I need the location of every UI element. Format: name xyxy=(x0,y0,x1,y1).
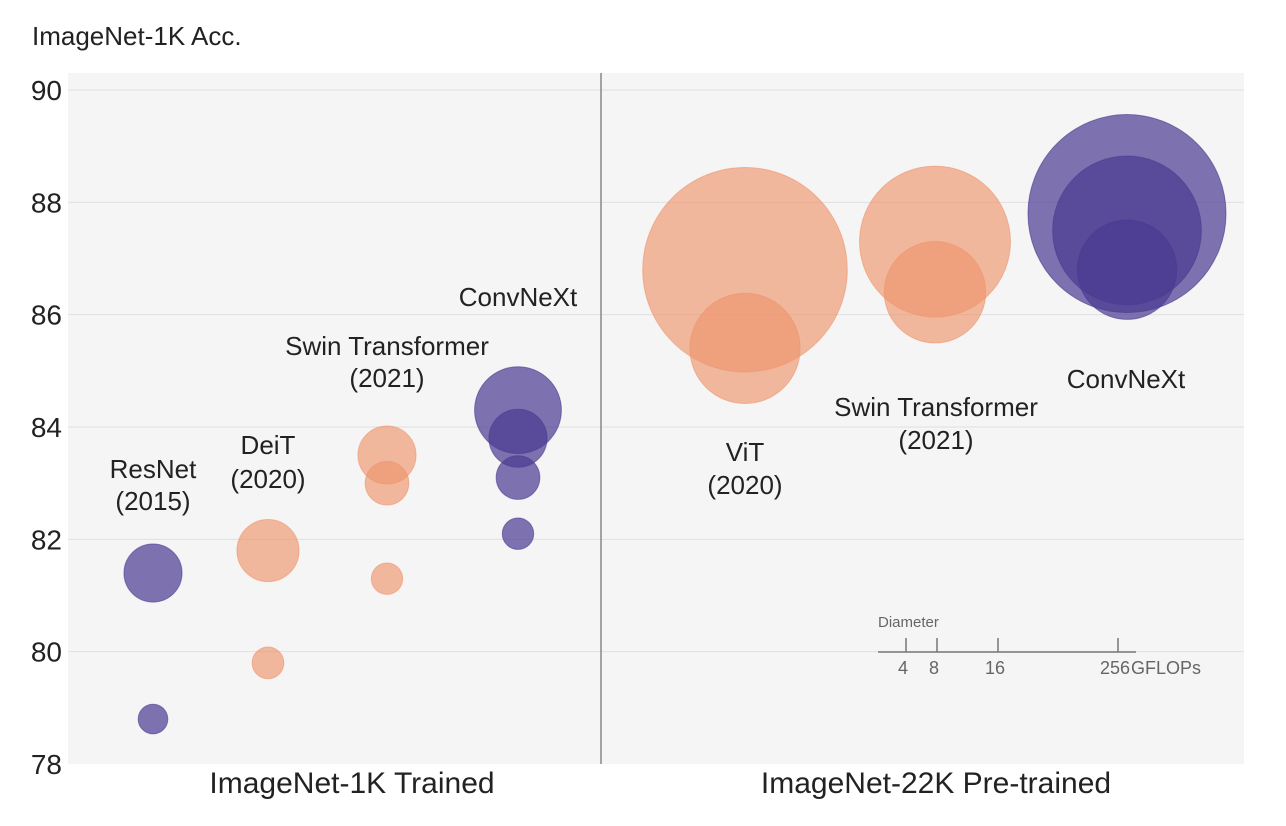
y-tick-label: 84 xyxy=(31,412,62,443)
size-legend-title: Diameter xyxy=(878,614,939,631)
y-tick-label: 80 xyxy=(31,637,62,668)
size-legend-unit: GFLOPs xyxy=(1131,658,1201,678)
size-legend-tick-label: 8 xyxy=(929,658,939,678)
bubble-swin-transformer xyxy=(370,562,404,595)
group-year: (2020) xyxy=(707,470,782,500)
panel-label: ImageNet-22K Pre-trained xyxy=(761,767,1111,800)
bubble-convnext xyxy=(495,455,541,500)
y-tick-label: 82 xyxy=(31,524,62,555)
y-axis-label: ImageNet-1K Acc. xyxy=(32,21,242,51)
group-label: ResNet xyxy=(110,454,197,484)
bubble-convnext xyxy=(501,517,535,550)
group-year: (2015) xyxy=(115,486,190,516)
size-legend-tick-label: 256 xyxy=(1100,658,1130,678)
bubble-swin-transformer xyxy=(364,460,410,506)
bubble-swin-transformer xyxy=(883,240,987,344)
group-year: (2021) xyxy=(898,425,973,455)
bubble-resnet xyxy=(137,703,169,735)
group-label: Swin Transformer xyxy=(834,392,1038,422)
group-label: Swin Transformer xyxy=(285,331,489,361)
panel-label: ImageNet-1K Trained xyxy=(209,767,494,800)
group-label: ConvNeXt xyxy=(459,282,578,312)
bubble-deit xyxy=(251,646,285,680)
group-year: (2021) xyxy=(349,363,424,393)
y-tick-label: 88 xyxy=(31,187,62,218)
bubble-resnet xyxy=(123,543,183,603)
y-tick-label: 86 xyxy=(31,300,62,331)
size-legend-tick-label: 16 xyxy=(985,658,1005,678)
y-tick-label: 90 xyxy=(31,75,62,106)
group-label: ConvNeXt xyxy=(1067,364,1186,394)
group-label: DeiT xyxy=(241,430,296,460)
group-label: ViT xyxy=(726,437,765,467)
bubble-vit xyxy=(689,292,801,404)
group-year: (2020) xyxy=(230,464,305,494)
bubble-deit xyxy=(236,519,300,583)
y-tick-label: 78 xyxy=(31,749,62,780)
size-legend-tick-label: 4 xyxy=(898,658,908,678)
bubble-convnext xyxy=(1076,219,1178,320)
